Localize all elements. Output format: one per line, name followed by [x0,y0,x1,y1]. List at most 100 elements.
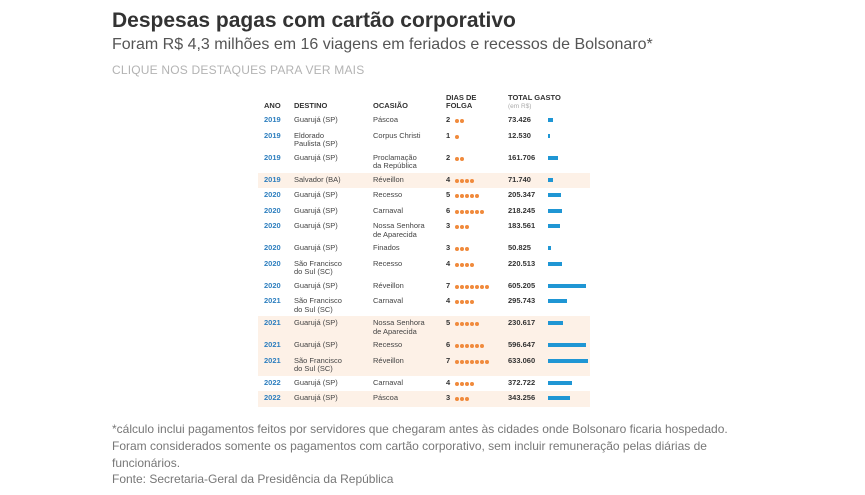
total-bar [548,208,562,213]
day-dot [460,225,464,230]
destino-line: Guarujá (SP) [294,115,338,124]
table-row[interactable]: 2022 Guarujá (SP) Páscoa 3 343.256 [258,391,590,407]
day-dot [455,381,459,386]
day-dot [460,119,464,124]
cell-ocasiao: Carnaval [373,206,403,216]
day-dot [470,359,474,364]
day-dot [475,194,479,199]
destino-line: Eldorado [294,130,325,140]
day-dot [480,359,484,364]
table-row: 2020 Guarujá (SP) Réveillon 7 605.205 [258,279,590,295]
cell-ano: 2022 [264,377,281,387]
dias-dots [455,342,485,351]
cell-ocasiao: Páscoa [373,393,398,403]
cell-ocasiao: Recesso [373,340,402,350]
cell-total-gasto: 161.706 [508,152,536,162]
cell-dias-de-folga: 4 [446,296,451,305]
dias-dots [455,320,480,329]
day-dot [470,284,474,289]
day-dot [470,344,474,349]
cell-dias-de-folga: 5 [446,190,451,199]
table-row: 2021 São Francisco do Sul (SC) Carnaval 4 295… [258,294,590,316]
cell-dias-de-folga: 3 [446,393,451,402]
cell-ocasiao: Nossa Senhora de Aparecida [373,221,425,239]
table-row[interactable]: 2021 São Francisco do Sul (SC) Réveillon 7 63… [258,353,590,376]
cell-destino: São Francisco do Sul (SC) [294,355,342,374]
cell-ano: 2020 [264,221,281,230]
total-bar [548,118,553,122]
day-dot [470,178,474,183]
dias-dots [455,395,470,404]
day-dot [455,262,459,267]
day-dot [455,247,459,252]
ocasiao-line: Réveillon [373,174,404,184]
cell-destino: Guarujá (SP) [294,190,338,200]
day-dot [465,225,469,230]
cell-total-gasto: 372.722 [508,377,536,387]
table-row: 2020 Guarujá (SP) Recesso 5 205.347 [258,188,590,204]
header-unit: (em R$) [508,103,532,110]
ocasiao-line: Carnaval [373,296,404,305]
cell-destino: Guarujá (SP) [294,243,338,253]
cell-destino: Guarujá (SP) [294,378,338,388]
destino-line: do Sul (SC) [294,364,333,373]
chart-title: Despesas pagas com cartão corporativo [112,9,516,32]
day-dot [470,381,474,386]
destino-line: São Francisco [294,258,342,268]
cell-ano: 2021 [264,340,281,349]
destino-line: do Sul (SC) [294,267,333,276]
cell-total-gasto: 73.426 [508,115,531,124]
cell-dias-de-folga: 6 [446,205,451,215]
total-bar [548,380,572,385]
cell-ocasiao: Finados [373,243,400,253]
day-dot [460,284,464,289]
cell-dias-de-folga: 2 [446,152,451,162]
table-row: 2020 São Francisco do Sul (SC) Recesso 4 220.… [258,257,590,279]
dias-dots [455,208,485,217]
table-row[interactable]: 2019 Salvador (BA) Réveillon 4 71.740 [258,172,590,188]
destino-line: São Francisco [294,355,342,365]
day-dot [460,247,464,252]
table-row: 2022 Guarujá (SP) Carnaval 4 372.722 [258,376,590,392]
cell-total-gasto: 218.245 [508,205,536,215]
cell-dias-de-folga: 5 [446,318,451,327]
day-dot [460,194,464,199]
cell-total-gasto: 183.561 [508,221,536,230]
day-dot [460,344,464,349]
day-dot [460,300,464,305]
cell-ano: 2019 [264,115,281,124]
ocasiao-line: de Aparecida [373,326,417,336]
cell-total-gasto: 605.205 [508,280,536,290]
cell-total-gasto: 71.740 [508,174,531,184]
day-dot [455,300,459,305]
day-dot [470,300,474,305]
cell-dias-de-folga: 1 [446,130,451,140]
expense-table: ANO DESTINO OCASIÃO DIAS DE FOLGA TOTAL G… [258,90,590,407]
day-dot [465,178,469,183]
destino-line: Guarujá (SP) [294,340,338,349]
ocasiao-line: Carnaval [373,377,404,387]
table-row[interactable]: 2021 Guarujá (SP) Recesso 6 596.647 [258,338,590,354]
ocasiao-line: Réveillon [373,280,404,290]
day-dot [470,262,474,267]
day-dot [465,284,469,289]
total-bar [548,283,587,288]
day-dot [465,194,469,199]
total-bar [548,321,563,325]
dias-dots [455,380,475,389]
destino-line: Guarujá (SP) [294,280,338,290]
cell-ocasiao: Carnaval [373,377,404,388]
day-dot [460,209,464,214]
cell-ano: 2019 [264,174,281,184]
day-dot [455,284,459,289]
destino-line: Guarujá (SP) [294,221,338,230]
cell-destino: Guarujá (SP) [294,115,338,125]
table-row: 2019 Guarujá (SP) Páscoa 2 73.426 [258,113,590,129]
cell-dias-de-folga: 3 [446,243,451,252]
header-dias-de-folga: DIAS DE FOLGA [446,93,477,110]
day-dot [455,134,459,139]
table-row[interactable]: 2021 Guarujá (SP) Nossa Senhora de Aparecid… [258,316,590,338]
day-dot [465,262,469,267]
ocasiao-line: Recesso [373,190,403,199]
dias-dots [455,245,470,254]
